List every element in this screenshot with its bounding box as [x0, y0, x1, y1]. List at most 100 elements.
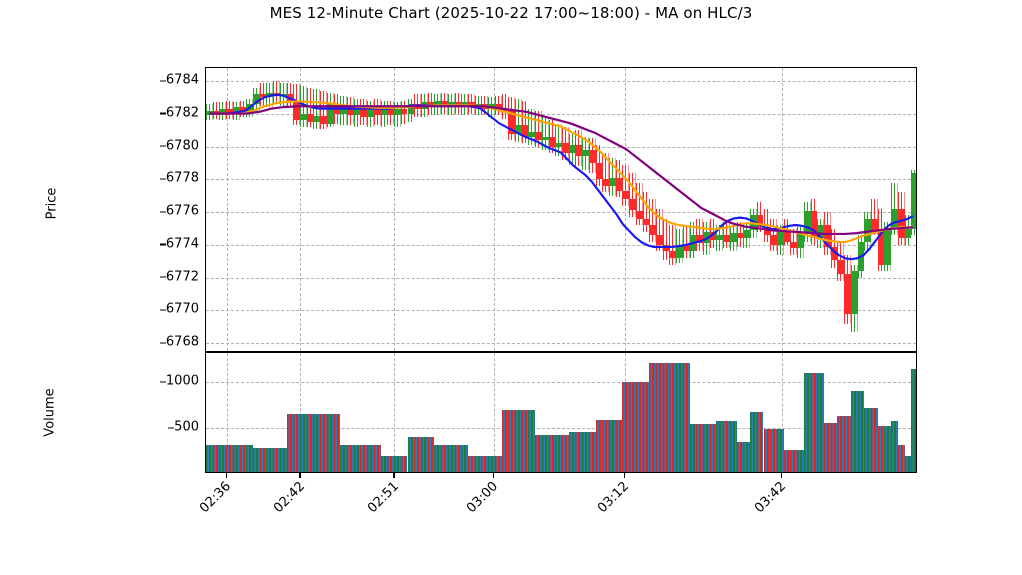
candle-body — [340, 105, 348, 114]
candle-body — [891, 208, 898, 229]
tick-mark — [159, 276, 166, 278]
candle-wick — [501, 94, 509, 119]
y-tick-label: 6778 — [159, 171, 199, 186]
gridline-vertical — [493, 68, 495, 351]
candle-wick — [555, 123, 562, 157]
candle-body — [602, 179, 609, 186]
volume-bar — [629, 382, 636, 472]
volume-bar — [447, 445, 455, 472]
volume-bar — [642, 382, 650, 472]
candle-body — [575, 144, 583, 157]
gridline-vertical — [300, 68, 302, 351]
candle-body — [649, 225, 657, 236]
tick-mark — [159, 112, 166, 115]
volume-bar — [367, 445, 374, 472]
volume-bar — [615, 419, 623, 472]
volume-bar — [313, 414, 321, 472]
volume-panel — [205, 352, 917, 473]
volume-bar — [279, 448, 287, 472]
candle-body — [763, 226, 771, 236]
candle-wick — [541, 117, 549, 150]
volume-bar — [340, 445, 348, 472]
candle-wick — [562, 126, 569, 160]
x-tick-label: 02:36 — [197, 479, 235, 517]
candle-wick — [682, 225, 690, 258]
volume-bar — [353, 445, 361, 472]
candle-wick — [279, 82, 287, 106]
candle-body — [380, 108, 388, 116]
gridline-horizontal — [206, 244, 916, 246]
y-tick-label: 1000 — [159, 374, 199, 389]
candle-wick — [259, 82, 267, 106]
candle-body — [776, 231, 784, 245]
volume-axis-title: Volume — [42, 388, 58, 437]
candle-body — [810, 210, 818, 239]
volume-bar — [414, 437, 421, 472]
y-tick-label: 6780 — [159, 138, 199, 153]
candle-body — [541, 136, 549, 141]
gridline-vertical — [781, 68, 783, 351]
gridline-vertical — [226, 68, 228, 351]
candle-wick — [649, 199, 657, 242]
volume-bar — [488, 456, 495, 472]
volume-bar — [494, 456, 502, 472]
candle-wick — [528, 108, 536, 145]
tick-mark — [780, 473, 783, 478]
tick-mark — [159, 80, 166, 82]
candle-body — [783, 231, 791, 242]
volume-bar — [669, 362, 677, 472]
candle-body — [434, 100, 442, 108]
candle-body — [615, 177, 623, 191]
candle-body — [353, 107, 361, 116]
candle-body — [770, 235, 777, 245]
candle-body — [756, 215, 764, 227]
volume-bar — [373, 445, 381, 472]
volume-bar — [850, 391, 858, 472]
candle-body — [803, 210, 811, 232]
tick-mark — [159, 178, 166, 180]
volume-bar — [521, 409, 529, 472]
candle-body — [407, 104, 415, 114]
volume-bar — [434, 445, 442, 472]
volume-bar — [467, 456, 475, 472]
candle-wick — [642, 192, 650, 232]
y-tick-label: 6776 — [159, 204, 199, 219]
candle-body — [837, 259, 845, 275]
candle-body — [226, 108, 233, 114]
volume-bar — [293, 414, 301, 472]
candle-body — [696, 235, 704, 244]
volume-bar — [904, 455, 912, 472]
candle-body — [548, 136, 556, 147]
volume-bar — [884, 426, 892, 472]
y-tick-label: 6782 — [159, 105, 199, 120]
volume-bar — [703, 424, 710, 472]
candle-wick — [891, 182, 898, 236]
volume-bar — [595, 419, 603, 472]
volume-bar — [736, 441, 744, 472]
volume-bar — [575, 431, 583, 472]
candle-body — [682, 244, 690, 252]
volume-bar — [582, 431, 589, 472]
candle-body — [514, 125, 522, 134]
candle-body — [864, 218, 871, 242]
candle-body — [656, 235, 663, 245]
gridline-vertical — [493, 353, 495, 472]
candle-body — [609, 177, 616, 186]
candle-body — [884, 228, 892, 265]
candle-wick — [656, 208, 663, 252]
volume-bar — [548, 435, 556, 472]
volume-bar — [481, 456, 489, 472]
x-axis-tick-labels: 02:36 02:42 02:51 03:00 03:12 03:42 — [197, 473, 917, 533]
candle-body — [300, 113, 307, 121]
gridline-vertical — [624, 68, 626, 351]
volume-bar — [360, 445, 368, 472]
volume-bar — [555, 435, 562, 472]
candle-body — [521, 125, 529, 137]
volume-bar — [897, 444, 905, 472]
candle-wick — [662, 218, 670, 260]
gridline-horizontal — [206, 113, 916, 115]
volume-bar — [743, 441, 751, 472]
y-tick-label: 500 — [168, 420, 199, 435]
x-tick-label: 03:12 — [595, 479, 633, 517]
tick-mark — [393, 473, 395, 478]
